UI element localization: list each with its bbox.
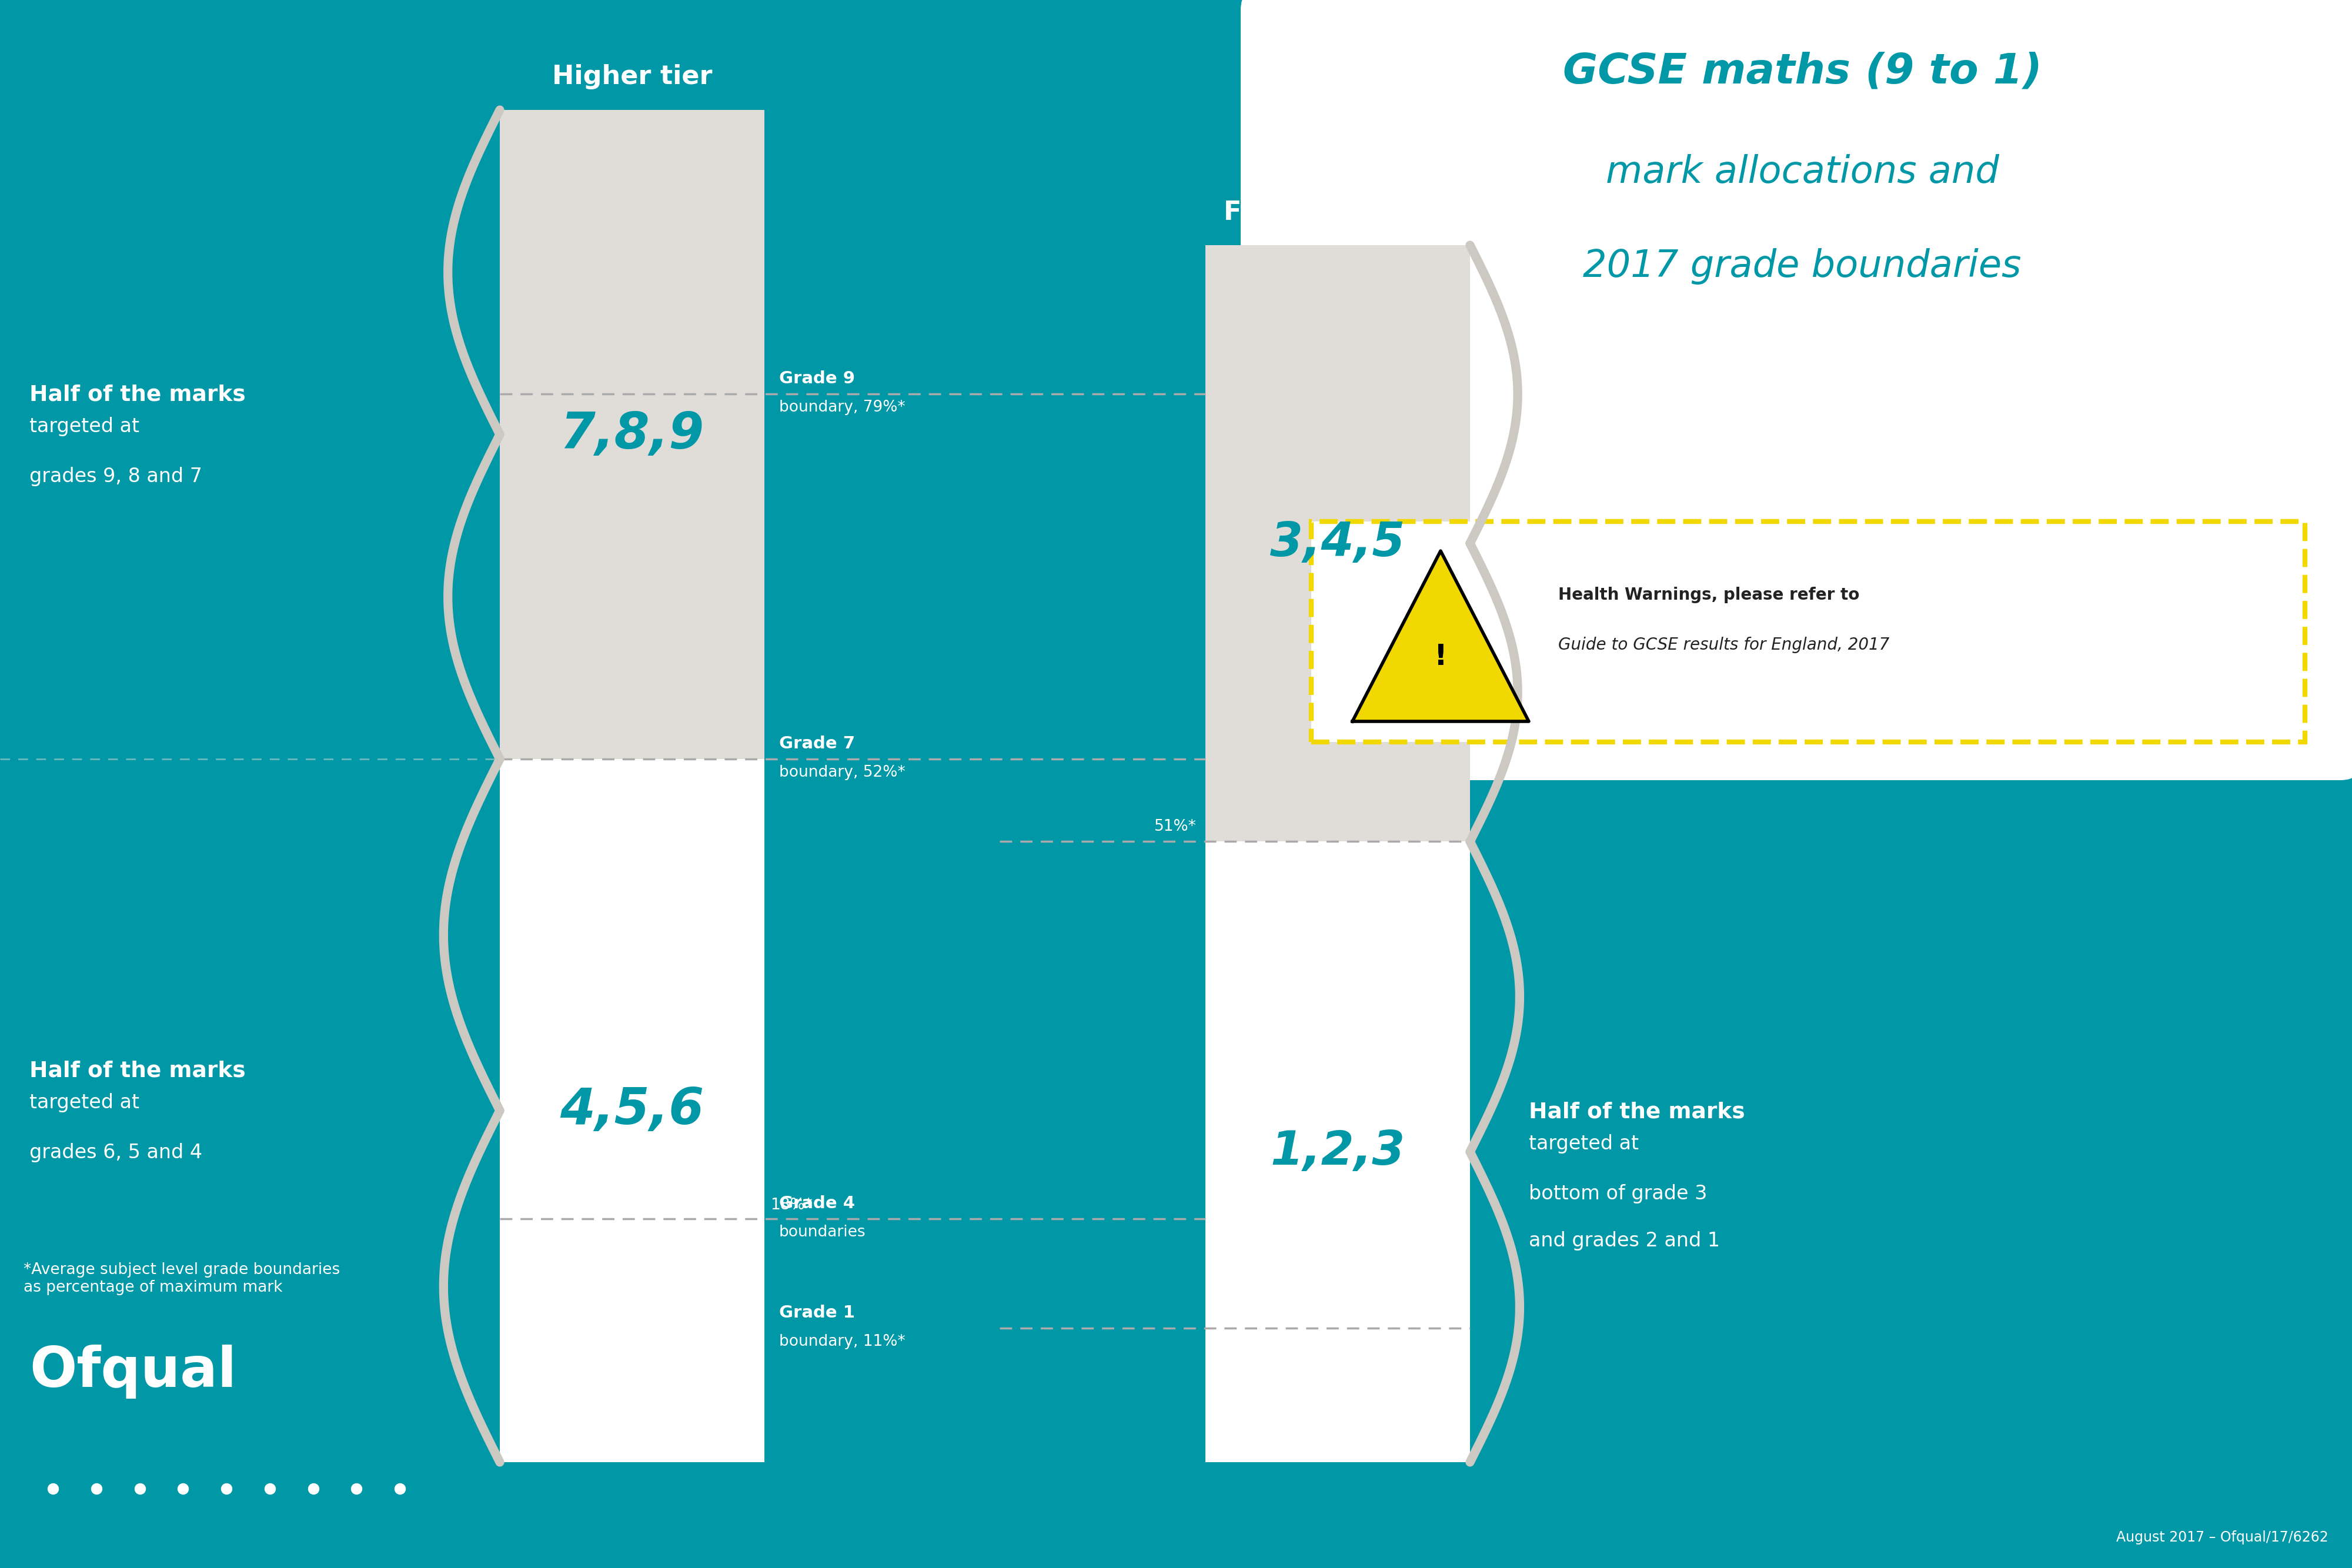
- Text: boundary, 11%*: boundary, 11%*: [779, 1334, 906, 1350]
- Text: 7,8,9: 7,8,9: [560, 411, 703, 459]
- Text: *Average subject level grade boundaries
as percentage of maximum mark: *Average subject level grade boundaries …: [24, 1262, 341, 1295]
- Text: August 2017 – Ofqual/17/6262: August 2017 – Ofqual/17/6262: [2117, 1530, 2328, 1544]
- Text: Guide to GCSE results for England, 2017: Guide to GCSE results for England, 2017: [1557, 637, 1889, 654]
- Text: Foundation tier: Foundation tier: [1223, 199, 1451, 224]
- Text: Half of the marks: Half of the marks: [1529, 492, 1745, 514]
- Text: Health Warnings, please refer to: Health Warnings, please refer to: [1557, 586, 1860, 604]
- Text: grades 6, 5 and 4: grades 6, 5 and 4: [28, 1143, 202, 1162]
- Text: Grade 1: Grade 1: [779, 1305, 856, 1322]
- Text: boundaries: boundaries: [779, 1225, 866, 1240]
- Text: Half of the marks: Half of the marks: [1529, 1101, 1745, 1123]
- Text: targeted at: targeted at: [1529, 1134, 1639, 1154]
- Text: mark allocations and: mark allocations and: [1606, 154, 1999, 190]
- Text: grades 5, 4 and: grades 5, 4 and: [1529, 575, 1684, 596]
- Polygon shape: [1352, 550, 1529, 721]
- Text: 4,5,6: 4,5,6: [560, 1087, 703, 1135]
- Bar: [1204, 245, 1470, 842]
- Text: bottom of grade 3: bottom of grade 3: [1529, 1184, 1708, 1204]
- Bar: [1204, 842, 1470, 1463]
- Text: targeted at: targeted at: [1529, 525, 1639, 546]
- Text: grades 9, 8 and 7: grades 9, 8 and 7: [28, 467, 202, 486]
- Text: boundary, 52%*: boundary, 52%*: [779, 765, 906, 781]
- Bar: [499, 110, 764, 759]
- Text: Ofqual: Ofqual: [28, 1345, 238, 1399]
- Text: 2017 grade boundaries: 2017 grade boundaries: [1583, 248, 2020, 284]
- Text: Grade 4: Grade 4: [779, 1195, 856, 1212]
- FancyBboxPatch shape: [1312, 522, 2305, 742]
- Text: targeted at: targeted at: [28, 1093, 139, 1112]
- Text: boundary, 79%*: boundary, 79%*: [779, 400, 906, 416]
- FancyBboxPatch shape: [1242, 0, 2352, 781]
- Text: !: !: [1435, 643, 1446, 671]
- Text: 51%*: 51%*: [1155, 818, 1197, 834]
- Text: 3,4,5: 3,4,5: [1270, 521, 1404, 566]
- Bar: [499, 759, 764, 1463]
- Text: Grade 9: Grade 9: [779, 370, 856, 387]
- Text: GCSE maths (9 to 1): GCSE maths (9 to 1): [1562, 52, 2042, 91]
- Text: Half of the marks: Half of the marks: [28, 384, 245, 405]
- Text: and grades 2 and 1: and grades 2 and 1: [1529, 1231, 1719, 1251]
- Text: Grade 7: Grade 7: [779, 735, 856, 753]
- Text: 1,2,3: 1,2,3: [1270, 1129, 1404, 1174]
- Text: 18%*: 18%*: [771, 1198, 811, 1214]
- Text: Higher tier: Higher tier: [553, 64, 713, 89]
- Text: top of grade 3: top of grade 3: [1529, 622, 1668, 643]
- Text: Half of the marks: Half of the marks: [28, 1060, 245, 1082]
- Text: targeted at: targeted at: [28, 417, 139, 436]
